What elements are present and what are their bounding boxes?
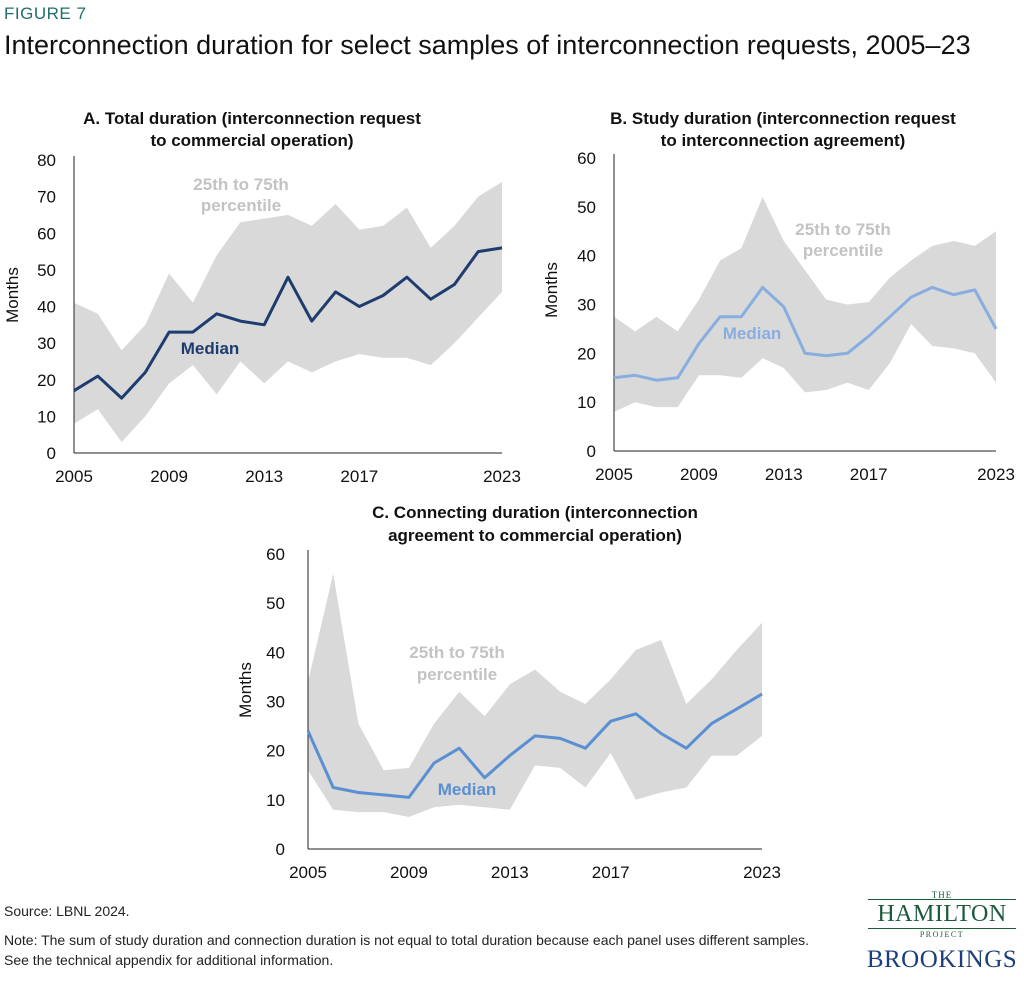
panel-b-y-tick-40: 40 [577,247,596,266]
panel-b-percentile-band [614,197,996,412]
panel-b-study-duration: B. Study duration (interconnection reque… [542,109,1015,484]
panel-a-y-tick-30: 30 [37,334,56,353]
panel-c-y-tick-10: 10 [266,791,285,810]
panel-a-title-line-1: A. Total duration (interconnection reque… [83,109,421,128]
panel-b-median-label: Median [723,324,782,343]
panel-b-band-label-line-2: percentile [803,241,883,260]
panel-a-band-label-line-2: percentile [201,196,281,215]
panel-a-y-tick-0: 0 [47,444,56,463]
panel-c-title-line-1: C. Connecting duration (interconnection [372,503,698,522]
panel-a-band-label-line-1: 25th to 75th [193,175,288,194]
panel-a-y-tick-60: 60 [37,224,56,243]
panel-b-y-tick-20: 20 [577,344,596,363]
hamilton-brookings-logo: THE HAMILTON PROJECT BROOKINGS [862,890,1022,980]
panel-c-y-axis-label: Months [236,662,255,718]
panel-c-percentile-band [308,573,762,817]
panel-c-y-tick-20: 20 [266,742,285,761]
footnote: Note: The sum of study duration and conn… [4,932,809,968]
source-note: Source: LBNL 2024. [4,903,130,919]
panel-a-total-duration: A. Total duration (interconnection reque… [3,109,521,486]
panel-c-y-tick-0: 0 [276,840,285,859]
panel-c-median-line [306,692,763,799]
panel-a-y-tick-10: 10 [37,407,56,426]
panel-a-y-tick-70: 70 [37,188,56,207]
panel-b-y-axis-label: Months [542,262,561,318]
panel-b-band-label-line-1: 25th to 75th [795,220,890,239]
panel-a-title-line-2: to commercial operation) [150,131,353,150]
panel-b-median-line [613,285,998,382]
panel-c-median-label: Median [438,780,497,799]
logo-hamilton: HAMILTON [868,899,1016,929]
panel-a-y-tick-40: 40 [37,298,56,317]
panel-c-title-line-2: agreement to commercial operation) [388,526,682,545]
panel-b-x-tick-2005: 2005 [595,465,633,484]
panel-c-band-label-line-2: percentile [417,665,497,684]
panel-c-y-tick-30: 30 [266,693,285,712]
panel-a-median-line [73,246,503,400]
panel-c-y-tick-40: 40 [266,643,285,662]
panel-a-y-tick-80: 80 [37,151,56,170]
panel-a-x-tick-2005: 2005 [55,467,93,486]
panel-a-y-axis-label: Months [3,267,22,323]
panel-a-x-tick-2023: 2023 [483,467,521,486]
panel-a-x-tick-2013: 2013 [245,467,283,486]
panel-b-y-tick-10: 10 [577,393,596,412]
panel-b-x-tick-2017: 2017 [850,465,888,484]
panel-c-x-tick-2017: 2017 [592,863,630,882]
charts-canvas: A. Total duration (interconnection reque… [3,109,1015,882]
panel-b-x-tick-2023: 2023 [977,465,1015,484]
panel-c-x-tick-2009: 2009 [390,863,428,882]
panel-c-band-label-line-1: 25th to 75th [409,643,504,662]
panel-b-y-tick-60: 60 [577,149,596,168]
panel-b-y-tick-0: 0 [587,442,596,461]
figure-title: Interconnection duration for select samp… [4,30,971,60]
panel-c-x-tick-2013: 2013 [491,863,529,882]
panel-a-median-label: Median [181,339,240,358]
logo-project: PROJECT [919,930,965,939]
panel-c-connecting-duration: C. Connecting duration (interconnection a… [236,503,781,882]
panel-b-title-line-2: to interconnection agreement) [661,131,906,150]
panel-a-percentile-band [74,182,502,442]
panel-a-y-tick-20: 20 [37,371,56,390]
figure-label: FIGURE 7 [4,4,87,23]
panel-c-y-tick-60: 60 [266,545,285,564]
panel-c-x-tick-2005: 2005 [289,863,327,882]
panel-b-y-tick-50: 50 [577,198,596,217]
panel-a-x-tick-2017: 2017 [340,467,378,486]
panel-b-x-tick-2013: 2013 [765,465,803,484]
panel-a-y-tick-50: 50 [37,261,56,280]
panel-c-x-tick-2023: 2023 [743,863,781,882]
panel-a-x-tick-2009: 2009 [150,467,188,486]
logo-brookings: BROOKINGS [866,946,1018,973]
panel-b-y-tick-30: 30 [577,296,596,315]
panel-b-title-line-1: B. Study duration (interconnection reque… [610,109,956,128]
panel-b-x-tick-2009: 2009 [680,465,718,484]
logo-the: THE [931,890,953,900]
panel-c-y-tick-50: 50 [266,594,285,613]
